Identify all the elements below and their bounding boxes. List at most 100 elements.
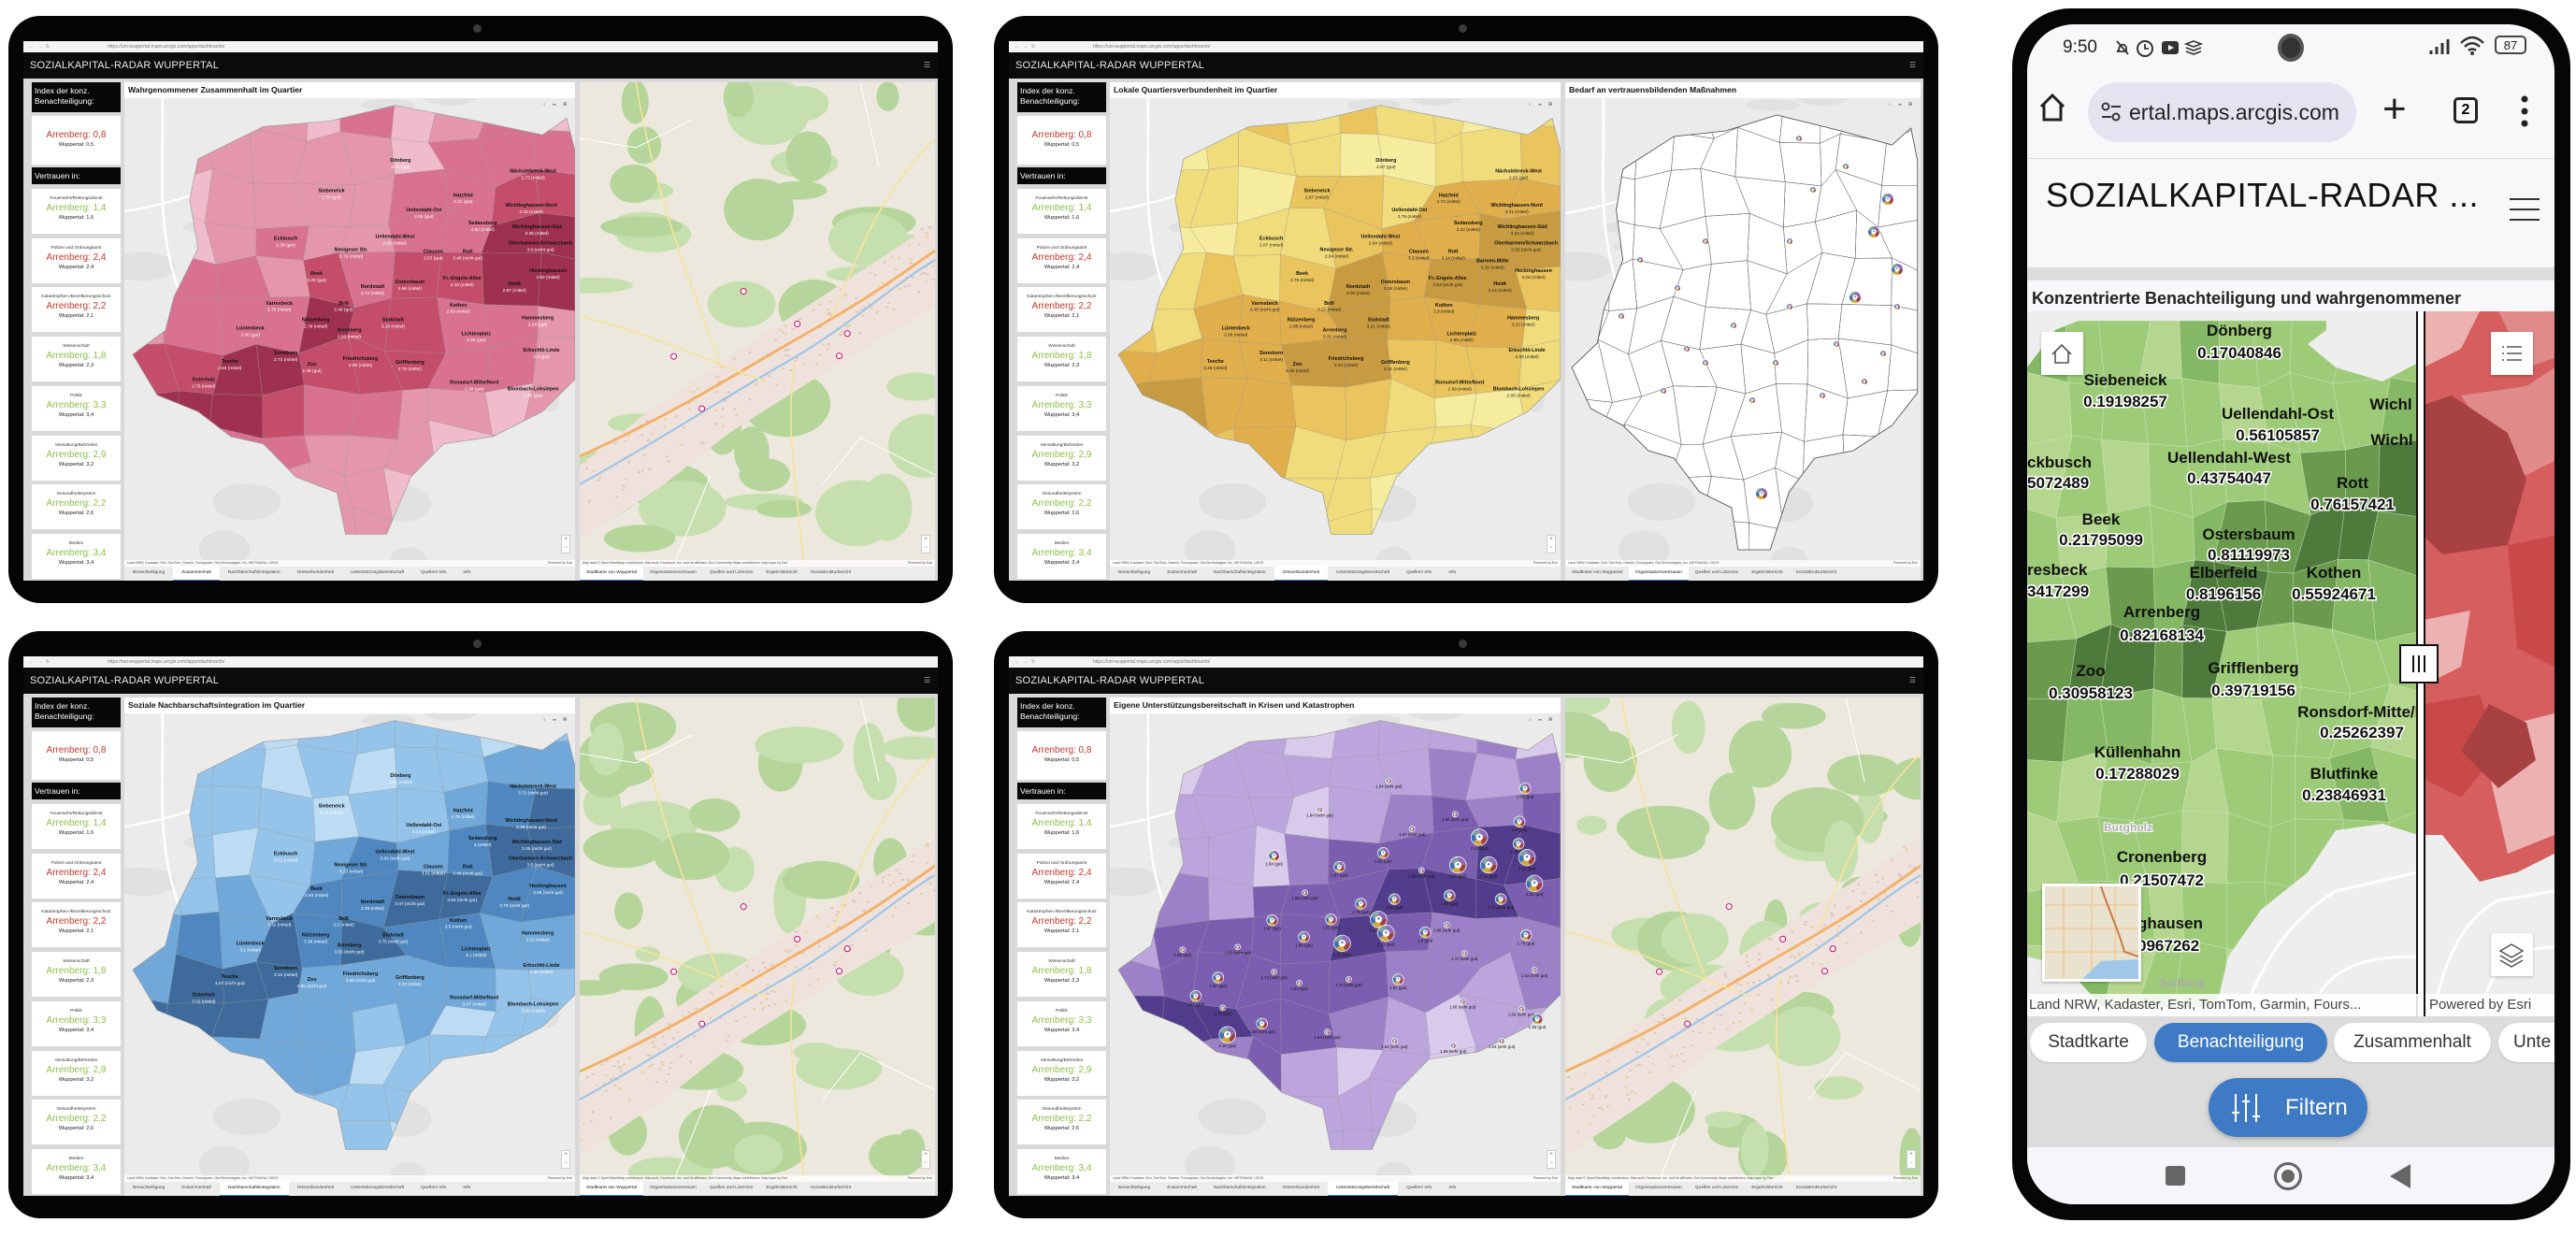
- chip-stadtkarte[interactable]: Stadtkarte: [2030, 1023, 2147, 1062]
- tab-ergebnisbericht[interactable]: Ergebnisbericht: [1751, 1186, 1783, 1190]
- chip-unterstuetzung[interactable]: Unte: [2498, 1023, 2554, 1062]
- tab-quellen-info[interactable]: Quellen/ Info: [421, 570, 447, 575]
- tab-info[interactable]: Info: [463, 1186, 471, 1190]
- tab-ergebnisbericht[interactable]: Ergebnisbericht: [766, 1186, 798, 1190]
- map-canvas[interactable]: [580, 82, 935, 567]
- tab-ortsverbundenheit[interactable]: Ortsverbundenheit: [1282, 1186, 1320, 1190]
- city-street-map[interactable]: + − Map data © OpenStreetMap contributors…: [580, 698, 935, 1182]
- tab-nachbarschaftsintegration[interactable]: Nachbarschaftsintegration: [227, 570, 281, 575]
- tab-unterstützungsbereitschaft[interactable]: Unterstützungsbereitschaft: [351, 570, 405, 575]
- tab-sozialstrukturbericht[interactable]: Sozialstrukturbericht: [810, 1186, 852, 1190]
- browser-nav-buttons[interactable]: ←→↻: [29, 659, 54, 665]
- site-settings-icon[interactable]: [2101, 102, 2122, 122]
- filter-button[interactable]: Filtern: [2209, 1078, 2367, 1137]
- zoom-control[interactable]: + −: [921, 535, 930, 554]
- new-tab-icon[interactable]: +: [2382, 86, 2407, 132]
- legend-button[interactable]: [2491, 332, 2533, 375]
- tab-nachbarschaftsintegration[interactable]: Nachbarschaftsintegration: [1213, 1186, 1266, 1190]
- zoom-control[interactable]: + −: [561, 535, 570, 554]
- zoom-control[interactable]: + −: [1547, 535, 1556, 554]
- tab-zusammenhalt[interactable]: Zusammenhalt: [181, 1186, 211, 1190]
- choropleth-map[interactable]: Dönberg 2.81 (mittel) Siebeneick 3.15 (mitt…: [124, 698, 575, 1182]
- tab-quellen-und-lizenzen[interactable]: Quellen und Lizenzen: [709, 1186, 754, 1190]
- choropleth-map[interactable]: 1.94 (sehr gut) 1.84 (sehr gut) 1.82 (sehr…: [1110, 698, 1561, 1182]
- choropleth-map[interactable]: Dönberg 2.67 (gut) Siebeneick 2.87 (mittel)…: [1110, 82, 1561, 567]
- layers-button[interactable]: [2491, 933, 2533, 976]
- map-canvas[interactable]: [1565, 82, 1921, 567]
- map-canvas[interactable]: [1565, 698, 1921, 1182]
- menu-icon[interactable]: ☰: [1908, 676, 1916, 684]
- tab-stadtkarte-von-wuppertal[interactable]: Stadtkarte von Wuppertal: [1565, 1182, 1630, 1196]
- tab-benachteiligung[interactable]: Benachteiligung: [1118, 1186, 1151, 1190]
- tab-ortsverbundenheit[interactable]: Ortsverbundenheit: [296, 1186, 335, 1190]
- tab-quellen-und-lizenzen[interactable]: Quellen und Lizenzen: [709, 570, 754, 575]
- tab-nachbarschaftsintegration[interactable]: Nachbarschaftsintegration: [1213, 570, 1266, 575]
- city-street-map[interactable]: + − Map data © OpenStreetMap contributors…: [580, 82, 935, 567]
- browser-nav-buttons[interactable]: ←→↻: [29, 44, 54, 50]
- tab-sozialstrukturbericht[interactable]: Sozialstrukturbericht: [1795, 570, 1837, 575]
- home-button[interactable]: [2041, 332, 2083, 375]
- tab-benachteiligung[interactable]: Benachteiligung: [133, 570, 165, 575]
- trust-needs-map[interactable]: Bedarf an vertrauensbildenden Maßnahmen ⌕…: [1565, 82, 1921, 567]
- tab-benachteiligung[interactable]: Benachteiligung: [133, 1186, 165, 1190]
- tab-benachteiligung[interactable]: Benachteiligung: [1118, 570, 1151, 575]
- tab-zusammenhalt[interactable]: Zusammenhalt: [1167, 1186, 1197, 1190]
- menu-icon[interactable]: ☰: [923, 676, 930, 684]
- basemap-toggle-thumbnail[interactable]: [2042, 884, 2141, 982]
- browser-url[interactable]: https://uni-wuppertal.maps.arcgis.com/ap…: [108, 44, 225, 50]
- tab-sozialstrukturbericht[interactable]: Sozialstrukturbericht: [1795, 1186, 1837, 1190]
- tab-organisationsvertrauen[interactable]: Organisationsvertrauen: [1635, 1186, 1682, 1190]
- map-toolbar-icons[interactable]: ⌕ ☰ ▦: [1528, 102, 1555, 108]
- tab-organisationsvertrauen[interactable]: Organisationsvertrauen: [650, 1186, 697, 1190]
- chip-zusammenhalt[interactable]: Zusammenhalt: [2334, 1023, 2491, 1062]
- tab-zusammenhalt[interactable]: Zusammenhalt: [1167, 570, 1197, 575]
- browser-nav-buttons[interactable]: ←→↻: [1015, 44, 1040, 50]
- tab-unterstützungsbereitschaft[interactable]: Unterstützungsbereitschaft: [1336, 570, 1390, 575]
- swipe-map[interactable]: Dönberg 0.17040846 Siebeneick 0.19198257 Uel…: [2027, 311, 2554, 1016]
- tab-info[interactable]: Info: [463, 570, 471, 575]
- tab-nachbarschaftsintegration[interactable]: Nachbarschaftsintegration: [219, 1182, 289, 1196]
- tab-organisationsvertrauen[interactable]: Organisationsvertrauen: [1629, 567, 1689, 581]
- zoom-control[interactable]: + −: [1547, 1150, 1556, 1169]
- recents-button[interactable]: [2166, 1166, 2185, 1186]
- home-nav-button[interactable]: [2274, 1162, 2302, 1190]
- map-toolbar-icons[interactable]: ⌕ ☰ ▦: [1888, 102, 1915, 108]
- address-bar[interactable]: ertal.maps.arcgis.com: [2088, 82, 2356, 142]
- zoom-control[interactable]: + −: [921, 1150, 930, 1169]
- tab-ortsverbundenheit[interactable]: Ortsverbundenheit: [1274, 567, 1329, 581]
- city-street-map[interactable]: + − Map data © OpenStreetMap contributors…: [1565, 698, 1921, 1182]
- tab-unterstützungsbereitschaft[interactable]: Unterstützungsbereitschaft: [1328, 1182, 1399, 1196]
- map-left-disadvantage[interactable]: Dönberg0.17040846Siebeneick0.19198257Uel…: [2027, 311, 2418, 1016]
- tab-quellen-info[interactable]: Quellen/ Info: [1406, 1186, 1432, 1190]
- tab-unterstützungsbereitschaft[interactable]: Unterstützungsbereitschaft: [351, 1186, 405, 1190]
- tab-organisationsvertrauen[interactable]: Organisationsvertrauen: [650, 570, 697, 575]
- map-toolbar-icons[interactable]: ⌕ ☰ ▦: [1528, 717, 1555, 723]
- tab-stadtkarte-von-wuppertal[interactable]: Stadtkarte von Wuppertal: [580, 567, 644, 581]
- browser-nav-buttons[interactable]: ←→↻: [1015, 659, 1040, 665]
- home-icon[interactable]: [2038, 93, 2066, 122]
- tab-stadtkarte-von-wuppertal[interactable]: Stadtkarte von Wuppertal: [1572, 570, 1623, 575]
- tab-quellen-und-lizenzen[interactable]: Quellen und Lizenzen: [1694, 570, 1739, 575]
- map-canvas[interactable]: [580, 698, 935, 1182]
- tab-info[interactable]: Info: [1448, 1186, 1457, 1190]
- back-button[interactable]: [2390, 1164, 2411, 1188]
- map-right-cohesion[interactable]: [2424, 311, 2554, 1016]
- zoom-control[interactable]: + −: [561, 1150, 570, 1169]
- tab-quellen-und-lizenzen[interactable]: Quellen und Lizenzen: [1694, 1186, 1739, 1190]
- tab-info[interactable]: Info: [1448, 570, 1457, 575]
- hamburger-menu-icon[interactable]: [2510, 197, 2540, 222]
- menu-icon[interactable]: ☰: [1908, 61, 1916, 69]
- browser-url[interactable]: https://uni-wuppertal.maps.arcgis.com/ap…: [1093, 44, 1211, 50]
- swipe-handle[interactable]: [2399, 644, 2439, 683]
- tab-ortsverbundenheit[interactable]: Ortsverbundenheit: [296, 570, 335, 575]
- more-menu-icon[interactable]: [2519, 94, 2530, 128]
- map-toolbar-icons[interactable]: ⌕ ☰ ▦: [542, 102, 569, 108]
- tab-switcher[interactable]: 2: [2454, 97, 2478, 123]
- choropleth-map[interactable]: Dönberg 2.31 (gut) Siebeneick 2.33 (gut) Hat…: [124, 82, 575, 567]
- menu-icon[interactable]: ☰: [923, 61, 930, 69]
- browser-url[interactable]: https://uni-wuppertal.maps.arcgis.com/ap…: [1093, 659, 1211, 665]
- tab-zusammenhalt[interactable]: Zusammenhalt: [173, 567, 220, 581]
